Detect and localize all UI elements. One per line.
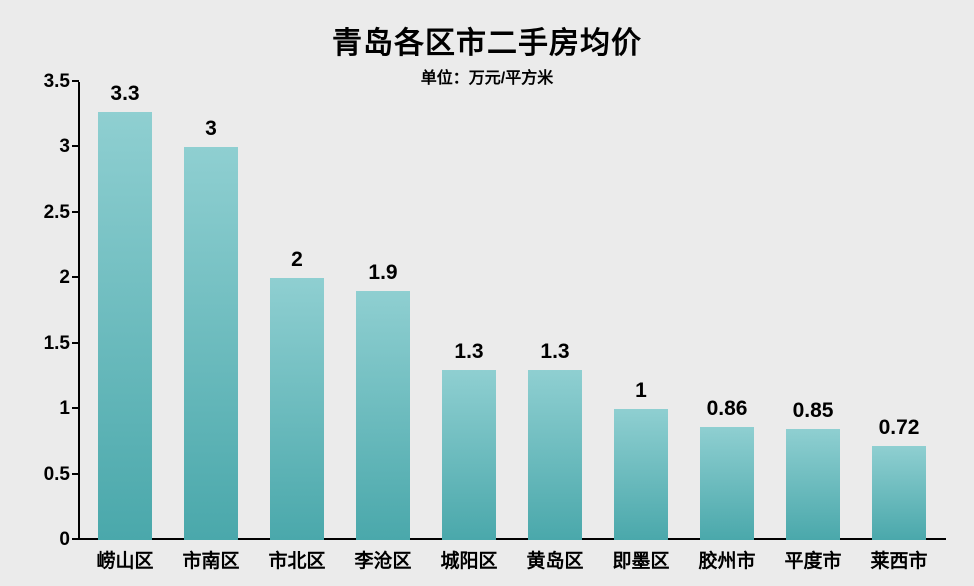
bars-group: 3.3 3 2 1.9 1.3 1.3 1 0.86 0.85 0.72 [78,82,946,540]
bar-value-label: 1.3 [540,340,569,364]
x-axis-label: 即墨区 [598,546,684,576]
x-axis-label: 市南区 [168,546,254,576]
bar-slot: 2 [254,82,340,540]
bar-value-label: 1 [635,379,647,403]
y-tick-label: 1 [59,398,70,420]
y-tick-label: 1.5 [44,333,70,355]
x-axis-label: 莱西市 [856,546,942,576]
y-tick-label: 3 [59,136,70,158]
bar [98,112,151,540]
bar-slot: 1.9 [340,82,426,540]
bar-slot: 1.3 [512,82,598,540]
bar [270,278,323,540]
y-tick-label: 2 [59,267,70,289]
bar-slot: 0.86 [684,82,770,540]
bar [700,427,753,540]
bar-value-label: 0.85 [793,399,834,423]
bar [786,429,839,540]
bar [356,291,409,540]
y-tick-label: 0.5 [44,464,70,486]
y-tick-label: 2.5 [44,202,70,224]
x-axis-label: 平度市 [770,546,856,576]
bar-slot: 0.72 [856,82,942,540]
y-tick-label: 0 [59,529,70,551]
x-axis-label: 胶州市 [684,546,770,576]
y-tick-label: 3.5 [44,71,70,93]
bar-value-label: 0.72 [879,416,920,440]
bar-value-label: 0.86 [707,397,748,421]
chart-container: 青岛各区市二手房均价 单位：万元/平方米 0 0.5 1 1.5 2 2.5 3 3.5 3.… [0,0,974,586]
title-block: 青岛各区市二手房均价 单位：万元/平方米 [28,18,946,88]
bar [442,370,495,540]
bar [184,147,237,540]
bar [614,409,667,540]
bar [528,370,581,540]
bar-slot: 0.85 [770,82,856,540]
x-axis-label: 市北区 [254,546,340,576]
x-axis-label: 李沧区 [340,546,426,576]
x-axis-label: 城阳区 [426,546,512,576]
x-axis-labels: 崂山区市南区市北区李沧区城阳区黄岛区即墨区胶州市平度市莱西市 [78,546,946,576]
bar-slot: 1 [598,82,684,540]
bar-value-label: 1.9 [368,261,397,285]
bar-value-label: 1.3 [454,340,483,364]
plot-area: 00.511.522.533.5 3.3321.91.31.310.860.85… [78,82,946,540]
bar-slot: 3.3 [82,82,168,540]
bar-slot: 3 [168,82,254,540]
chart-title: 青岛各区市二手房均价 [28,18,946,62]
bar-value-label: 3 [205,117,217,141]
bar-value-label: 2 [291,248,303,272]
x-axis-label: 崂山区 [82,546,168,576]
bar [872,446,925,540]
x-axis-label: 黄岛区 [512,546,598,576]
bar-value-label: 3.3 [110,82,139,106]
bar-slot: 1.3 [426,82,512,540]
